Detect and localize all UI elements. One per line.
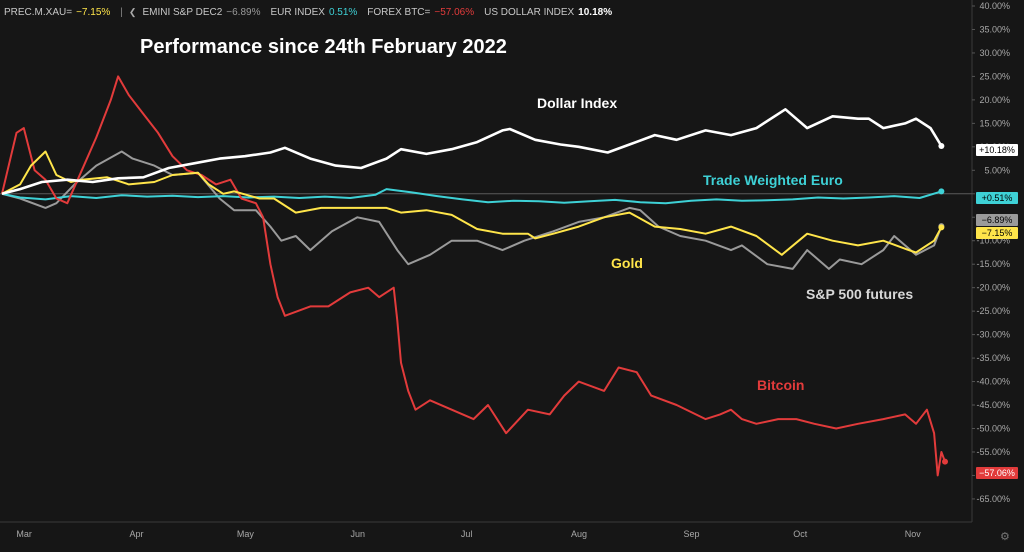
annotation-bitcoin: Bitcoin <box>757 377 805 393</box>
series-line-trade-weighted-euro-end-dot <box>938 188 945 195</box>
legend-btc-name: FOREX BTC= <box>367 6 431 18</box>
series-line-sp500-futures <box>1 150 943 270</box>
legend-gold-value: −7.15% <box>76 6 111 18</box>
y-tick-label: 20.00% <box>979 95 1010 105</box>
legend-euro-value: 0.51% <box>328 6 358 18</box>
last-value-tag-bitcoin: −57.06% <box>976 467 1018 479</box>
last-value-tag-dollar: +10.18% <box>976 144 1018 156</box>
x-tick-label: Sep <box>683 529 699 539</box>
y-tick-label: 15.00% <box>979 118 1010 128</box>
y-tick-label: 5.00% <box>984 165 1010 175</box>
x-tick-label: Jun <box>351 529 366 539</box>
series-line-gold-end-dot <box>938 224 945 231</box>
series-line-bitcoin-end-dot <box>942 458 948 465</box>
y-tick-label: -15.00% <box>976 259 1010 269</box>
y-tick-label: 35.00% <box>979 24 1010 34</box>
annotation-gold: Gold <box>611 255 643 271</box>
legend-gold[interactable]: PREC.M.XAU= −7.15% <box>4 7 110 18</box>
y-tick-label: -35.00% <box>976 353 1010 363</box>
legend-btc-value: −57.06% <box>434 6 475 18</box>
y-tick-label: 40.00% <box>979 1 1010 11</box>
legend-sp500-name: EMINI S&P DEC2 <box>142 6 223 18</box>
x-tick-label: Nov <box>905 529 922 539</box>
x-tick-label: May <box>237 529 255 539</box>
x-tick-label: Oct <box>793 529 808 539</box>
legend-sp500[interactable]: EMINI S&P DEC2 −6.89% <box>142 7 260 18</box>
last-value-tag-sp500: −6.89% <box>976 214 1018 226</box>
collapse-chevron-icon[interactable]: ❮ <box>128 6 137 17</box>
series-line-trade-weighted-euro <box>1 188 942 205</box>
y-tick-label: -50.00% <box>976 424 1010 434</box>
x-tick-label: Aug <box>571 529 587 539</box>
legend-bar: PREC.M.XAU= −7.15% | ❮ EMINI S&P DEC2 −6… <box>4 4 622 20</box>
legend-separator: | <box>120 6 123 18</box>
y-tick-label: 30.00% <box>979 48 1010 58</box>
legend-dollar[interactable]: US DOLLAR INDEX 10.18% <box>484 7 612 18</box>
y-tick-label: -25.00% <box>976 306 1010 316</box>
legend-gold-name: PREC.M.XAU= <box>4 6 73 18</box>
legend-dollar-name: US DOLLAR INDEX <box>484 6 575 18</box>
x-tick-label: Apr <box>130 529 144 539</box>
annotation-trade-weighted-euro: Trade Weighted Euro <box>703 172 843 188</box>
annotation-dollar-index: Dollar Index <box>537 95 618 111</box>
x-tick-label: Mar <box>16 529 32 539</box>
legend-euro-name: EUR INDEX <box>270 6 325 18</box>
legend-sp500-value: −6.89% <box>226 6 261 18</box>
x-tick-label: Jul <box>461 529 473 539</box>
y-tick-label: -40.00% <box>976 377 1010 387</box>
legend-dollar-value: 10.18% <box>578 6 613 18</box>
y-tick-label: 25.00% <box>979 71 1010 81</box>
y-tick-label: -55.00% <box>976 447 1010 457</box>
series-line-dollar-index <box>1 108 943 196</box>
series-line-bitcoin <box>1 75 946 477</box>
y-tick-label: -10.00% <box>976 236 1010 246</box>
chart-settings-icon[interactable]: ⚙ <box>1000 530 1010 543</box>
series-line-dollar-index-end-dot <box>938 142 945 149</box>
legend-btc[interactable]: FOREX BTC= −57.06% <box>367 7 474 18</box>
annotation-sp500-futures: S&P 500 futures <box>806 286 914 302</box>
series-line-gold <box>1 150 943 256</box>
y-tick-label: -20.00% <box>976 283 1010 293</box>
y-tick-label: -30.00% <box>976 330 1010 340</box>
last-value-tag-euro: +0.51% <box>976 192 1018 204</box>
last-value-tag-gold: −7.15% <box>976 227 1018 239</box>
legend-euro[interactable]: EUR INDEX 0.51% <box>270 7 357 18</box>
y-tick-label: -45.00% <box>976 400 1010 410</box>
y-tick-label: -65.00% <box>976 494 1010 504</box>
chart-title: Performance since 24th February 2022 <box>140 36 507 58</box>
